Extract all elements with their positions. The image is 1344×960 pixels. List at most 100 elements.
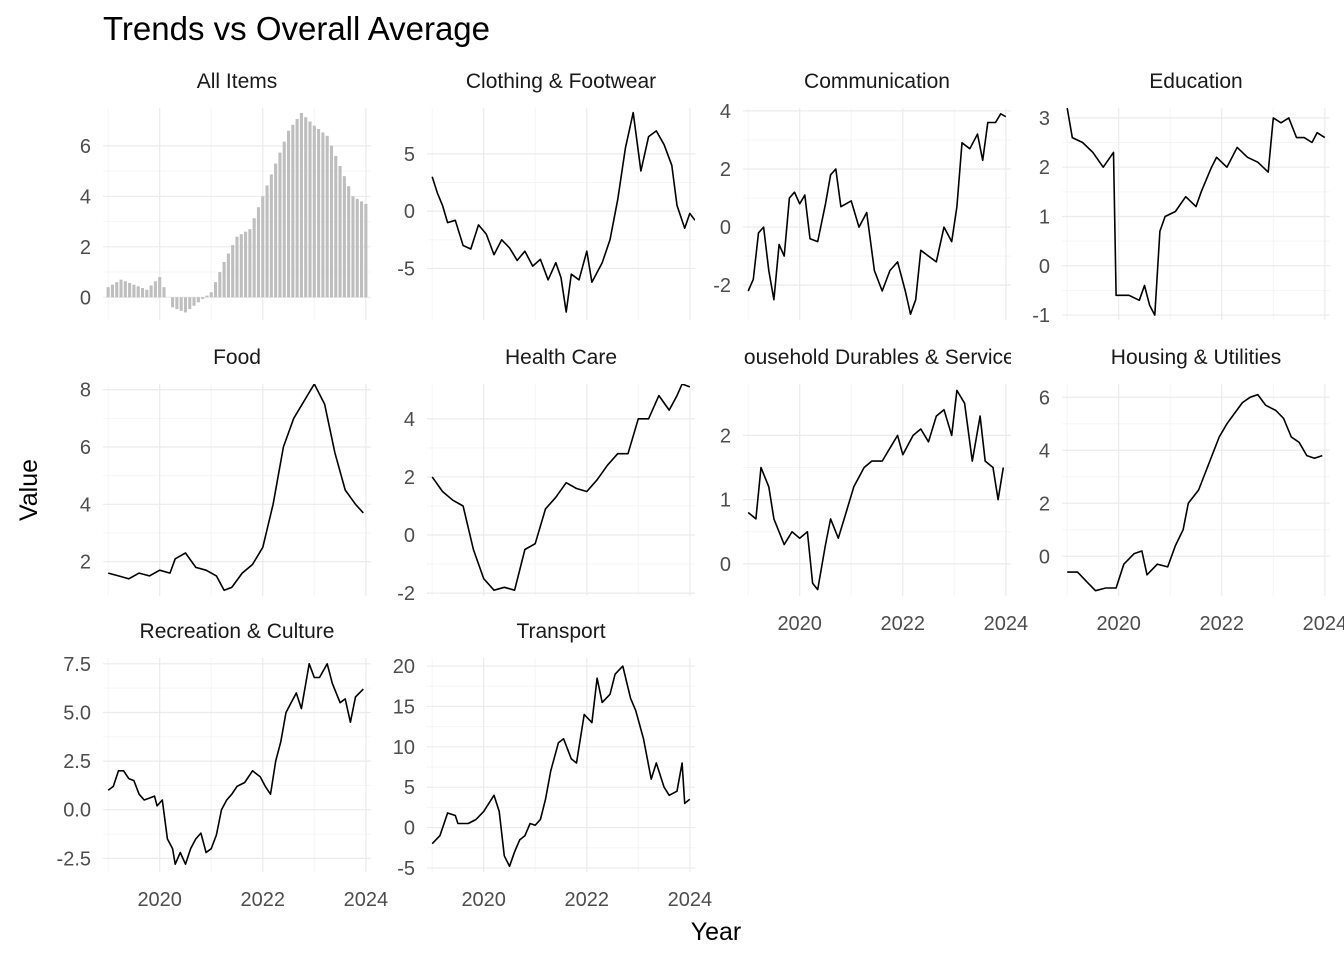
y-tick-label: -2 (397, 583, 415, 605)
line-health-care (431, 384, 691, 591)
bar (347, 186, 351, 298)
y-tick-label: 7.5 (63, 654, 91, 676)
bar (265, 185, 269, 298)
line-recreation-and-culture (107, 663, 364, 865)
series-recreation-and-culture (107, 663, 364, 865)
bar (304, 117, 308, 298)
bar (175, 297, 179, 310)
bar (128, 282, 132, 298)
y-tick-label: 0 (404, 818, 415, 840)
y-tick-label: 0 (1039, 256, 1050, 278)
bar (308, 121, 312, 298)
y-tick-label: 4 (720, 101, 731, 123)
bar (205, 295, 209, 298)
bar (171, 297, 175, 308)
panel-clothing-and-footwear: Clothing & Footwear -5 0 5 (397, 70, 695, 320)
bar (179, 297, 183, 311)
y-tick-label: 1 (720, 490, 731, 512)
bar (153, 281, 157, 298)
x-tick-label: 2024 (1303, 613, 1344, 635)
y-tick-label: 2 (80, 552, 91, 574)
bar (136, 286, 140, 298)
y-tick-label: 2.5 (63, 751, 91, 773)
y-tick-label: 4 (1039, 440, 1050, 462)
y-tick-label: 2 (80, 237, 91, 259)
bar (123, 281, 127, 298)
facet-panels: All Items 0 2 4 6 Clothing & Footwear -5 0 5 Comm… (57, 70, 1344, 911)
series-communication (747, 113, 1007, 315)
bar (295, 118, 299, 298)
bar (106, 287, 110, 298)
y-tick-label: 2 (1039, 493, 1050, 515)
y-tick-label: 5 (404, 144, 415, 166)
x-tick-label: 2020 (461, 889, 506, 911)
bar (351, 196, 355, 298)
bar (239, 234, 243, 298)
bar (364, 203, 368, 298)
bar (342, 176, 346, 298)
y-tick-label: 20 (393, 656, 415, 678)
bar (286, 130, 291, 298)
strip-label-education: Education (1149, 70, 1242, 93)
bar (140, 288, 145, 298)
bar (183, 297, 188, 313)
bar (338, 166, 342, 298)
y-tick-label: -1 (1032, 305, 1050, 327)
strip-label-food: Food (213, 346, 261, 369)
bar (149, 285, 153, 298)
bar (269, 174, 273, 298)
x-axis-title: Year (691, 918, 742, 946)
series-education (1066, 108, 1326, 316)
x-tick-label: 2022 (565, 889, 610, 911)
series-food (107, 384, 364, 592)
strip-label-transport: Transport (516, 620, 605, 643)
panel-communication: Communication -2 0 2 4 (713, 70, 1011, 320)
bar (235, 236, 239, 298)
y-tick-label: 6 (80, 437, 91, 459)
y-tick-label: 0 (404, 525, 415, 547)
bar (334, 155, 338, 298)
y-tick-label: 5.0 (63, 702, 91, 724)
bar (355, 198, 359, 298)
bar (119, 279, 123, 298)
y-tick-label: -2 (713, 275, 731, 297)
y-tick-label: 8 (80, 380, 91, 402)
bar (226, 253, 230, 298)
series-all-items (106, 113, 368, 313)
series-household-durables-and-services (747, 389, 1005, 591)
y-tick-label: 3 (1039, 108, 1050, 130)
panel-household-durables-and-services: Household Durables & Services 0 1 2 2020 2022… (720, 346, 1028, 635)
strip-label-communication: Communication (804, 70, 950, 93)
y-tick-label: 4 (80, 494, 91, 516)
y-tick-label: 0 (720, 554, 731, 576)
bar (145, 289, 149, 298)
panel-all-items: All Items 0 2 4 6 (80, 70, 371, 320)
y-tick-label: -5 (397, 858, 415, 880)
bar (252, 218, 256, 298)
bar (274, 163, 278, 298)
panel-health-care: Health Care -2 0 2 4 (397, 346, 695, 605)
bar (244, 231, 248, 298)
bar (248, 229, 252, 298)
bar (218, 272, 222, 298)
y-tick-label: 0 (1039, 546, 1050, 568)
y-tick-label: 1 (1039, 206, 1050, 228)
y-tick-label: 0 (80, 287, 91, 309)
y-tick-label: 4 (404, 409, 415, 431)
bar (192, 297, 196, 306)
bar (132, 284, 136, 298)
x-tick-label: 2020 (1096, 613, 1141, 635)
strip-label-all-items: All Items (197, 70, 278, 93)
bar (256, 207, 261, 298)
x-tick-label: 2024 (668, 889, 713, 911)
y-tick-label: 2 (1039, 157, 1050, 179)
bar (317, 129, 321, 298)
bar (222, 261, 226, 298)
x-tick-label: 2022 (241, 889, 286, 911)
strip-label-housing-and-utilities: Housing & Utilities (1111, 346, 1281, 369)
y-tick-label: -2.5 (57, 848, 91, 870)
bar (213, 282, 218, 298)
x-tick-label: 2020 (137, 889, 182, 911)
line-food (107, 384, 364, 592)
